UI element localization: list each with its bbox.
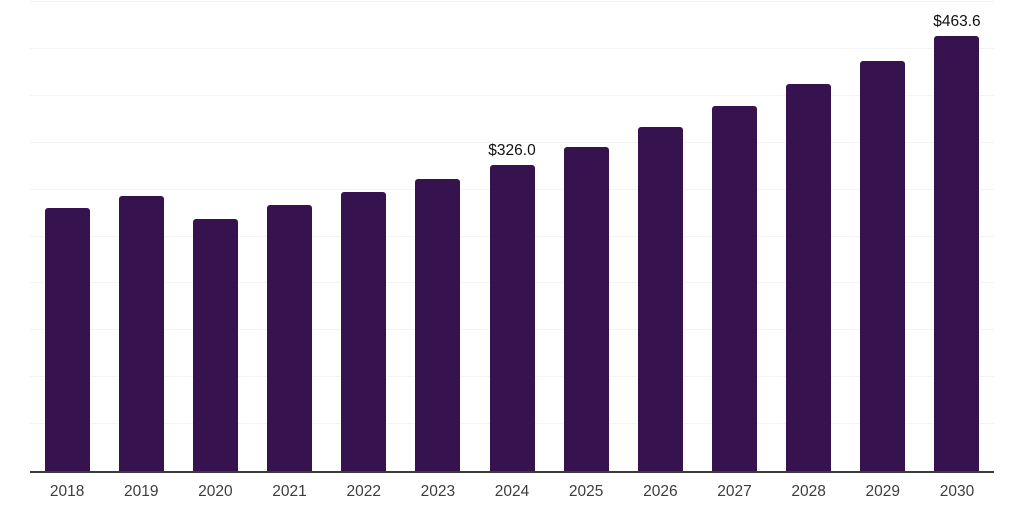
- bar: [711, 106, 757, 471]
- x-tick-label: 2028: [791, 483, 826, 500]
- x-tick-label: 2027: [717, 483, 752, 500]
- bar: [786, 84, 832, 471]
- x-tick-label: 2030: [939, 483, 975, 500]
- bar-slot: [697, 2, 771, 471]
- bar-slot: [104, 2, 178, 471]
- x-tick-label: 2025: [568, 483, 604, 500]
- bar: [44, 208, 90, 471]
- bar: [563, 146, 609, 471]
- bar: [118, 195, 164, 471]
- x-tick-label: 2020: [198, 483, 233, 500]
- bar-slot: $326.0: [475, 2, 549, 471]
- bar: [192, 218, 238, 471]
- x-tick-label: 2023: [420, 483, 456, 500]
- bar: [415, 179, 461, 471]
- x-tick-label: 2026: [643, 483, 678, 500]
- bar-slot: [846, 2, 920, 471]
- bar-slot: [327, 2, 401, 471]
- gridline: [30, 1, 994, 2]
- bar-slot: [178, 2, 252, 471]
- x-tick-label: 2018: [49, 483, 85, 500]
- x-tick-label: 2022: [346, 483, 381, 500]
- gridline: [30, 141, 994, 143]
- bar: [637, 127, 683, 471]
- bar: [860, 60, 906, 471]
- gridline: [30, 47, 994, 49]
- bar-slot: $463.6: [920, 2, 994, 471]
- bar-slot: [252, 2, 326, 471]
- bars-layer: $326.0 $463.6: [30, 2, 994, 471]
- bar-slot: [549, 2, 623, 471]
- gridline: [30, 94, 994, 96]
- bar: [934, 36, 980, 471]
- bar: [341, 192, 387, 471]
- bar-value-label: $326.0: [488, 141, 536, 159]
- bar: [267, 204, 313, 471]
- bar-slot: [30, 2, 104, 471]
- x-tick-label: 2024: [494, 483, 530, 500]
- plot-area: $326.0 $463.6: [30, 1, 994, 473]
- bar-slot: [623, 2, 697, 471]
- bar-value-label: $463.6: [933, 12, 981, 30]
- x-tick-label: 2021: [272, 483, 307, 500]
- x-tick-label: 2019: [123, 483, 159, 500]
- bar-slot: [772, 2, 846, 471]
- bar-slot: [401, 2, 475, 471]
- x-axis: 2018 2019 2020 2021 2022 2023 2024 2025 2026 2027…: [30, 483, 994, 502]
- x-tick-label: 2029: [865, 483, 901, 500]
- bar: [489, 165, 535, 471]
